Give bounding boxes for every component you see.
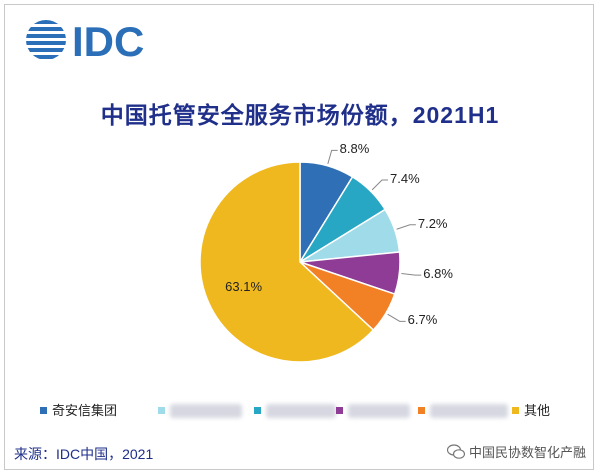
slice-label: 63.1% [225, 278, 263, 294]
pie-slice [199, 161, 375, 363]
source-note: 来源：IDC中国，2021 [14, 446, 154, 462]
globe-icon [26, 20, 66, 59]
blurred-label [170, 404, 242, 418]
legend-label: 其他 [524, 403, 551, 418]
legend-swatch [254, 407, 261, 414]
legend-swatch [40, 407, 47, 414]
legend: 奇安信集团 其他 [40, 402, 580, 420]
blurred-label [348, 404, 410, 418]
slice-label: 7.2% [417, 215, 448, 231]
leader-line [327, 149, 338, 165]
slice-label: 7.4% [390, 170, 420, 186]
legend-swatch [512, 407, 519, 414]
legend-label: 奇安信集团 [52, 403, 118, 418]
legend-swatch [418, 407, 425, 414]
chart-title: 中国托管安全服务市场份额，2021H1 [100, 102, 500, 128]
idc-logo: IDC [26, 18, 144, 65]
leader-line [401, 273, 422, 276]
slice-label: 6.8% [423, 266, 453, 282]
leader-line [396, 224, 416, 230]
slice-label: 8.8% [339, 141, 370, 157]
blurred-label [430, 404, 508, 418]
leader-line [387, 313, 406, 322]
blurred-label [266, 404, 336, 418]
leader-line [371, 179, 389, 191]
slice-label: 6.7% [407, 312, 438, 328]
legend-swatch [158, 407, 165, 414]
logo-text: IDC [72, 18, 144, 65]
wechat-icon [446, 443, 465, 459]
watermark-text: 中国民协数智化产融 [468, 445, 586, 460]
legend-swatch [336, 407, 343, 414]
watermark: 中国民协数智化产融 [446, 442, 586, 461]
